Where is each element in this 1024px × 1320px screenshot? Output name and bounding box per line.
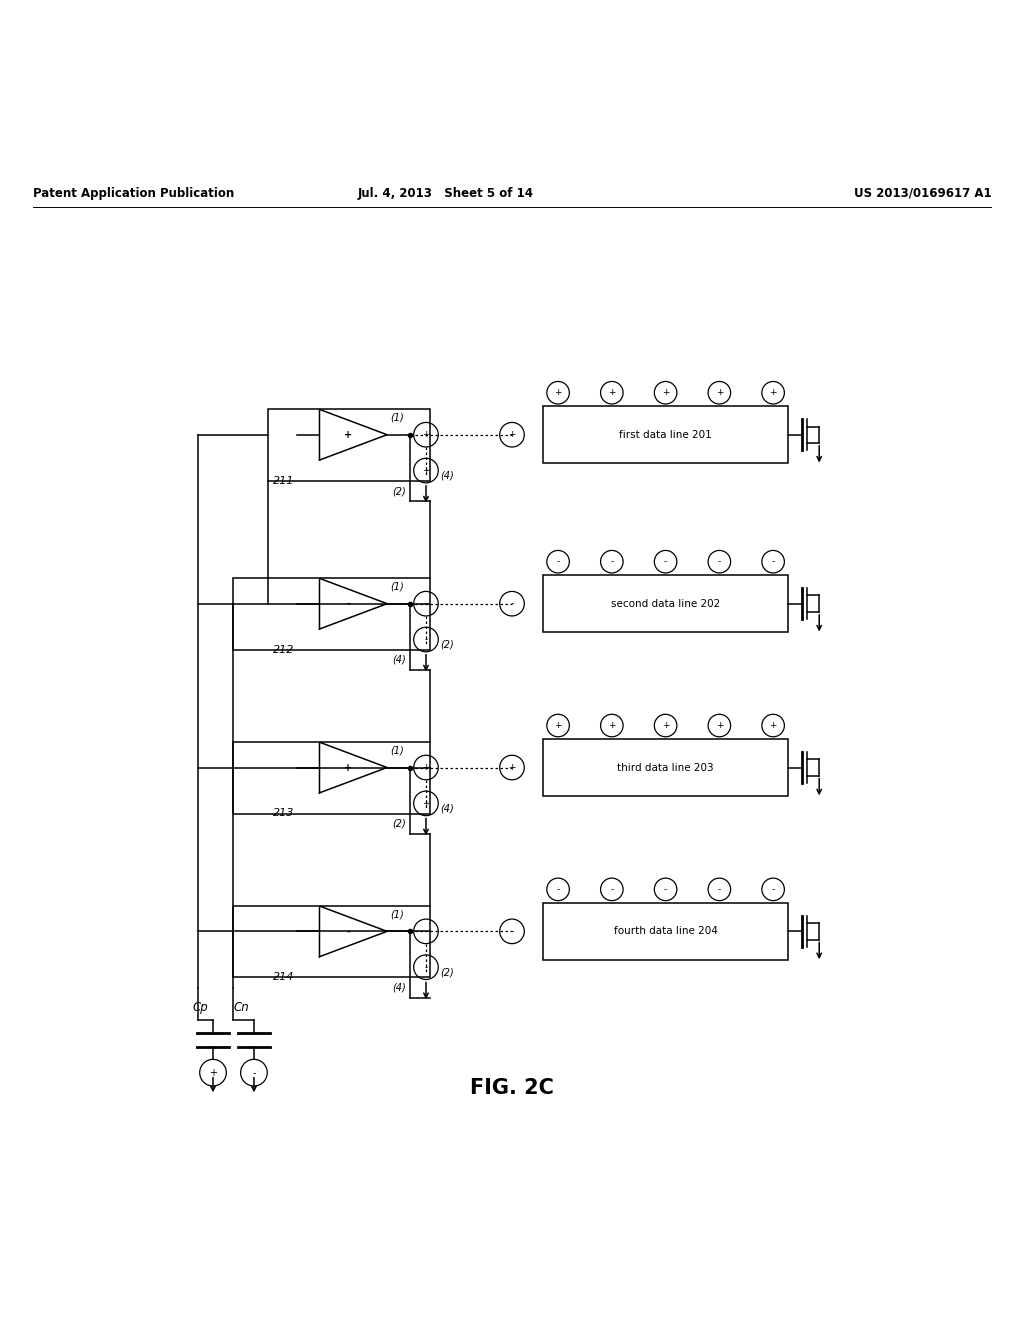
- Text: (4): (4): [392, 982, 406, 993]
- Text: 211: 211: [272, 475, 294, 486]
- Text: 212: 212: [272, 644, 294, 655]
- Text: +: +: [662, 721, 670, 730]
- Text: 213: 213: [272, 808, 294, 818]
- Text: +: +: [554, 721, 562, 730]
- Bar: [543, 576, 788, 632]
- Text: -: -: [771, 884, 775, 894]
- Text: third data line 203: third data line 203: [617, 763, 714, 772]
- Text: +: +: [344, 763, 352, 772]
- Text: -: -: [556, 557, 560, 566]
- Text: +: +: [508, 763, 516, 772]
- Text: +: +: [422, 430, 430, 440]
- Text: (2): (2): [440, 968, 454, 977]
- Text: (1): (1): [390, 412, 403, 422]
- Text: +: +: [769, 721, 777, 730]
- Text: -: -: [610, 884, 613, 894]
- Text: (4): (4): [392, 655, 406, 665]
- Bar: [543, 739, 788, 796]
- Text: first data line 201: first data line 201: [620, 430, 712, 440]
- Text: (4): (4): [440, 804, 454, 813]
- Text: +: +: [422, 799, 430, 808]
- Text: +: +: [422, 763, 430, 772]
- Text: -: -: [510, 927, 514, 936]
- Text: Jul. 4, 2013   Sheet 5 of 14: Jul. 4, 2013 Sheet 5 of 14: [357, 186, 534, 199]
- Bar: [268, 409, 430, 480]
- Text: (4): (4): [440, 471, 454, 480]
- Text: +: +: [422, 466, 430, 475]
- Text: -: -: [424, 927, 428, 936]
- Text: second data line 202: second data line 202: [611, 599, 720, 609]
- Text: -: -: [424, 635, 428, 644]
- Text: (1): (1): [390, 909, 403, 919]
- Text: -: -: [771, 557, 775, 566]
- Bar: [543, 903, 788, 960]
- Text: Cn: Cn: [233, 1002, 249, 1014]
- Text: fourth data line 204: fourth data line 204: [613, 927, 718, 936]
- Text: +: +: [769, 388, 777, 397]
- Text: (2): (2): [440, 640, 454, 649]
- Text: Patent Application Publication: Patent Application Publication: [33, 186, 234, 199]
- Text: +: +: [716, 388, 723, 397]
- Text: -: -: [424, 962, 428, 972]
- Text: -: -: [556, 884, 560, 894]
- Text: 214: 214: [272, 973, 294, 982]
- Text: +: +: [662, 388, 670, 397]
- Text: +: +: [716, 721, 723, 730]
- Text: -: -: [718, 884, 721, 894]
- Text: -: -: [252, 1068, 256, 1077]
- Text: -: -: [718, 557, 721, 566]
- Text: +: +: [608, 721, 615, 730]
- Text: -: -: [510, 599, 514, 609]
- Text: -: -: [664, 884, 668, 894]
- Bar: [233, 906, 430, 977]
- Text: -: -: [346, 599, 350, 609]
- Text: +: +: [344, 430, 352, 440]
- Text: US 2013/0169617 A1: US 2013/0169617 A1: [854, 186, 991, 199]
- Text: +: +: [554, 388, 562, 397]
- Text: (2): (2): [392, 486, 406, 496]
- Text: (1): (1): [390, 746, 403, 755]
- Text: FIG. 2C: FIG. 2C: [470, 1078, 554, 1098]
- Text: (2): (2): [392, 818, 406, 829]
- Bar: [233, 578, 430, 649]
- Text: +: +: [608, 388, 615, 397]
- Text: -: -: [610, 557, 613, 566]
- Text: (1): (1): [390, 581, 403, 591]
- Text: +: +: [209, 1068, 217, 1077]
- Text: +: +: [508, 430, 516, 440]
- Text: -: -: [664, 557, 668, 566]
- Bar: [233, 742, 430, 813]
- Text: -: -: [424, 599, 428, 609]
- Text: Cp: Cp: [193, 1002, 208, 1014]
- Text: -: -: [346, 927, 350, 936]
- Bar: [543, 407, 788, 463]
